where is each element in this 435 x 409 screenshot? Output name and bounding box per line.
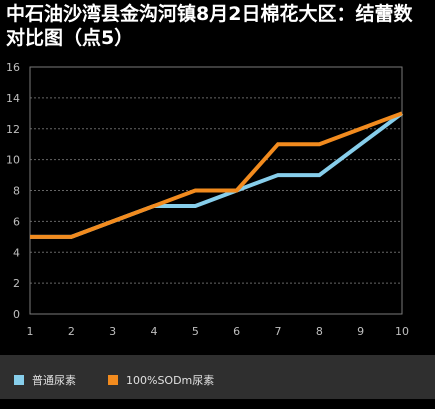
x-tick-label: 1 [27, 325, 34, 338]
series-lines [30, 111, 404, 239]
axes [29, 66, 403, 315]
grid-lines [30, 97, 402, 284]
y-tick-label: 14 [6, 92, 20, 105]
x-tick-label: 10 [395, 325, 409, 338]
legend-swatch-series-2 [108, 375, 118, 385]
legend-item-series-1: 普通尿素 [14, 372, 76, 388]
y-tick-label: 10 [6, 154, 20, 167]
x-tick-label: 7 [275, 325, 282, 338]
x-tick-label: 6 [233, 325, 240, 338]
x-tick-label: 8 [316, 325, 323, 338]
series-line-1 [30, 111, 404, 239]
legend-swatch-series-1 [14, 375, 24, 385]
y-tick-label: 8 [13, 185, 20, 198]
x-tick-label: 3 [109, 325, 116, 338]
legend-item-series-2: 100%SODm尿素 [108, 372, 214, 388]
series-line-2 [30, 111, 403, 239]
y-tick-label: 6 [13, 215, 20, 228]
legend: 普通尿素 100%SODm尿素 [0, 355, 435, 399]
legend-label-series-1: 普通尿素 [32, 374, 76, 387]
x-tick-label: 9 [357, 325, 364, 338]
legend-label-series-2: 100%SODm尿素 [126, 374, 215, 387]
y-tick-label: 16 [6, 61, 20, 74]
y-tick-label: 2 [13, 277, 20, 290]
plot-border [29, 66, 403, 315]
chart-title: 中石油沙湾县金沟河镇8月2日棉花大区：结蕾数对比图（点5） [6, 3, 413, 49]
x-tick-label: 2 [68, 325, 75, 338]
x-tick-label: 4 [151, 325, 158, 338]
y-tick-label: 0 [13, 308, 20, 321]
y-tick-label: 12 [6, 123, 20, 136]
y-tick-label: 4 [13, 246, 20, 259]
x-tick-label: 5 [192, 325, 199, 338]
